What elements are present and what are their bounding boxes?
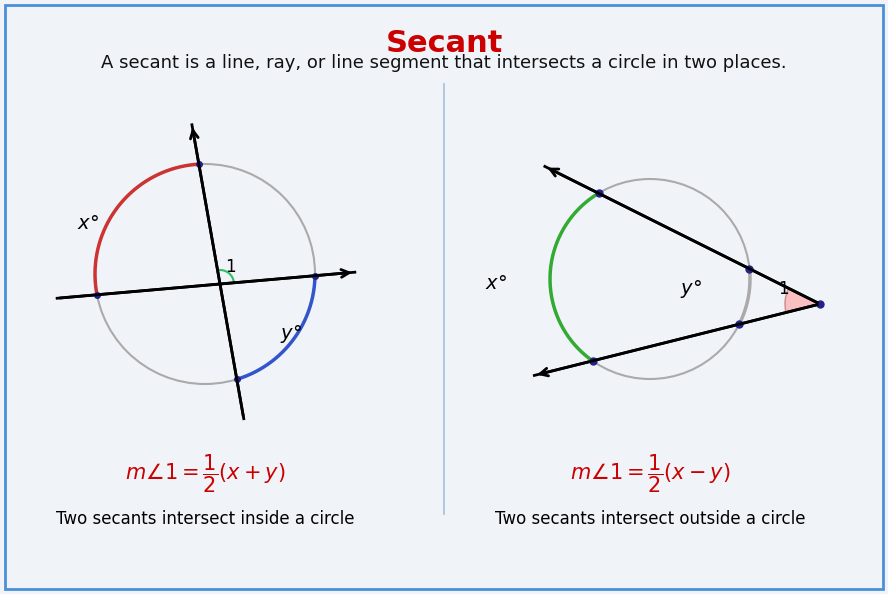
Text: Two secants intersect inside a circle: Two secants intersect inside a circle <box>56 510 354 528</box>
Text: $m\angle 1=\dfrac{1}{2}(x-y)$: $m\angle 1=\dfrac{1}{2}(x-y)$ <box>570 453 730 495</box>
FancyBboxPatch shape <box>5 5 883 589</box>
Text: $m\angle 1=\dfrac{1}{2}(x+y)$: $m\angle 1=\dfrac{1}{2}(x+y)$ <box>124 453 285 495</box>
Text: $x°$: $x°$ <box>77 214 99 233</box>
Text: 1: 1 <box>225 258 235 276</box>
Text: Secant: Secant <box>385 29 503 58</box>
Text: $x°$: $x°$ <box>485 274 507 293</box>
Text: A secant is a line, ray, or line segment that intersects a circle in two places.: A secant is a line, ray, or line segment… <box>101 54 787 72</box>
Text: $y°$: $y°$ <box>680 278 702 300</box>
Text: Two secants intersect outside a circle: Two secants intersect outside a circle <box>495 510 805 528</box>
Text: $y°$: $y°$ <box>280 323 302 345</box>
Text: 1: 1 <box>778 280 789 298</box>
Wedge shape <box>785 288 820 312</box>
